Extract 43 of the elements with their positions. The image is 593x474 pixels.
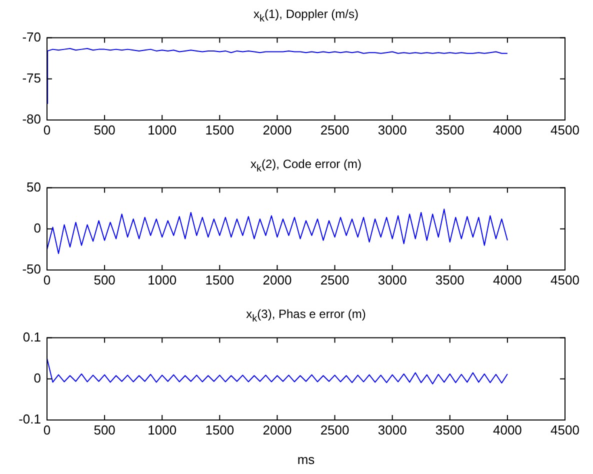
x-tick-label: 500	[94, 272, 116, 288]
x-tick-label: 4000	[492, 422, 522, 438]
x-tick-label: 1500	[205, 422, 234, 438]
x-tick-label: 0	[43, 122, 51, 138]
x-tick-label: 3000	[378, 422, 407, 438]
x-tick-label: 2500	[320, 422, 350, 438]
x-tick-label: 3500	[435, 422, 464, 438]
x-tick-label: 4000	[492, 122, 522, 138]
y-tick-label: 0.1	[22, 329, 41, 344]
x-tick-label: 4500	[550, 272, 580, 288]
x-tick-label: 4000	[492, 272, 522, 288]
y-tick-label: -0.1	[18, 412, 41, 427]
chart-title: x$_{k}$(1), Doppler (m/s)	[252, 6, 360, 24]
x-tick-label: 3000	[378, 272, 407, 288]
y-tick-label: -80	[22, 112, 41, 127]
y-tick-label: 50	[26, 179, 41, 194]
x-tick-label: 2000	[262, 272, 292, 288]
x-tick-label: 500	[94, 122, 116, 138]
x-tick-label: 3000	[378, 122, 407, 138]
y-tick-label: -70	[22, 29, 41, 44]
x-tick-label: 1000	[148, 272, 177, 288]
x-tick-label: 3500	[435, 272, 464, 288]
y-tick-label: -75	[22, 70, 41, 86]
y-tick-label: 0	[34, 370, 41, 386]
y-tick-label: 0	[34, 220, 41, 236]
x-tick-label: 0	[43, 422, 51, 438]
chart-title: x$_{k}$(3), Phas e error (m)	[245, 306, 367, 324]
x-tick-label: 1000	[148, 122, 177, 138]
x-tick-label: 2000	[262, 122, 292, 138]
x-tick-label: 1000	[148, 422, 177, 438]
x-tick-label: 1500	[205, 122, 234, 138]
y-tick-label: -50	[22, 262, 41, 277]
x-tick-label: 4500	[550, 422, 580, 438]
x-tick-label: 0	[43, 272, 51, 288]
x-tick-label: 3500	[435, 122, 464, 138]
x-tick-label: 4500	[550, 122, 580, 138]
x-tick-label: 2500	[320, 272, 350, 288]
x-tick-label: 2500	[320, 122, 350, 138]
chart-title: x$_{k}$(2), Code error (m)	[249, 156, 362, 174]
x-tick-label: 2000	[262, 422, 292, 438]
x-tick-label: 1500	[205, 272, 234, 288]
x-axis-title: ms	[297, 452, 316, 467]
x-tick-label: 500	[94, 422, 116, 438]
